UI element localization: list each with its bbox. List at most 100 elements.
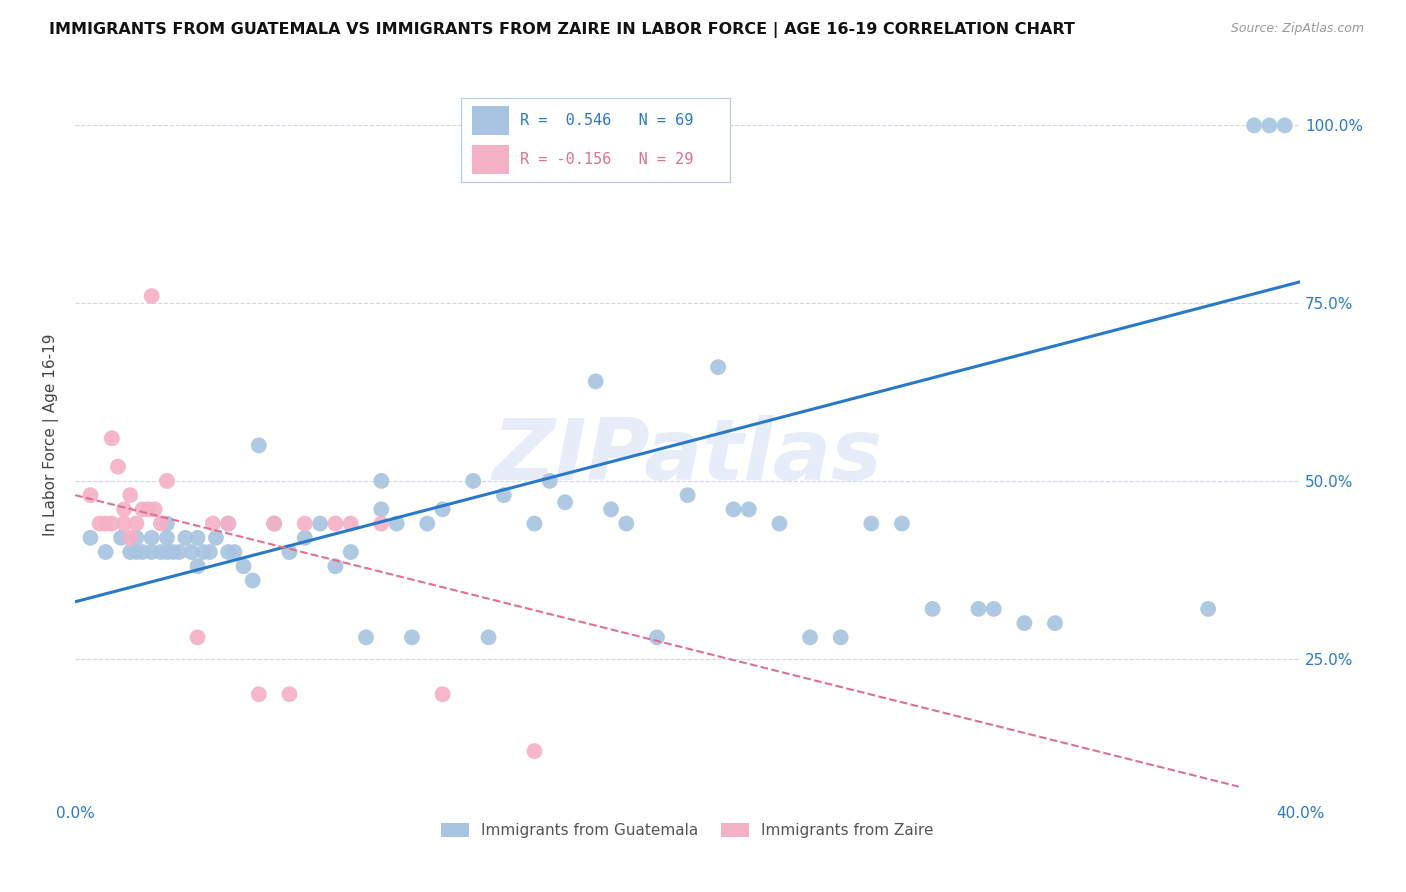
- Point: [193, 545, 215, 559]
- Point: [492, 488, 515, 502]
- Point: [198, 545, 221, 559]
- Point: [174, 531, 197, 545]
- Point: [294, 516, 316, 531]
- Point: [131, 545, 153, 559]
- Point: [156, 531, 179, 545]
- Point: [370, 516, 392, 531]
- Point: [1197, 602, 1219, 616]
- Point: [370, 502, 392, 516]
- Point: [141, 531, 163, 545]
- Point: [645, 631, 668, 645]
- Point: [156, 545, 179, 559]
- Point: [242, 574, 264, 588]
- Point: [120, 531, 142, 545]
- Point: [538, 474, 561, 488]
- Point: [432, 502, 454, 516]
- Point: [149, 516, 172, 531]
- Point: [354, 631, 377, 645]
- Point: [477, 631, 499, 645]
- Point: [120, 488, 142, 502]
- Point: [125, 516, 148, 531]
- Point: [187, 559, 209, 574]
- Point: [278, 545, 301, 559]
- Point: [156, 516, 179, 531]
- Point: [112, 516, 135, 531]
- Point: [614, 516, 637, 531]
- Point: [79, 531, 101, 545]
- Point: [217, 545, 239, 559]
- Point: [1014, 616, 1036, 631]
- Point: [263, 516, 285, 531]
- Point: [156, 474, 179, 488]
- Point: [768, 516, 790, 531]
- Point: [187, 631, 209, 645]
- Point: [79, 488, 101, 502]
- Point: [149, 545, 172, 559]
- Point: [247, 438, 270, 452]
- Point: [416, 516, 439, 531]
- Point: [339, 545, 361, 559]
- Point: [217, 516, 239, 531]
- Point: [167, 545, 190, 559]
- Point: [94, 516, 117, 531]
- Point: [217, 516, 239, 531]
- Point: [309, 516, 332, 531]
- Text: Source: ZipAtlas.com: Source: ZipAtlas.com: [1230, 22, 1364, 36]
- Point: [101, 516, 124, 531]
- Point: [101, 431, 124, 445]
- Point: [707, 360, 730, 375]
- Point: [125, 531, 148, 545]
- Point: [180, 545, 202, 559]
- Point: [967, 602, 990, 616]
- Point: [141, 545, 163, 559]
- Point: [187, 531, 209, 545]
- Point: [339, 516, 361, 531]
- Point: [554, 495, 576, 509]
- Text: ZIPatlas: ZIPatlas: [492, 415, 883, 498]
- Point: [162, 545, 184, 559]
- Point: [110, 531, 132, 545]
- Point: [523, 516, 546, 531]
- Point: [125, 545, 148, 559]
- Point: [325, 516, 347, 531]
- Point: [370, 474, 392, 488]
- Point: [1043, 616, 1066, 631]
- Point: [278, 687, 301, 701]
- Point: [585, 375, 607, 389]
- Point: [799, 631, 821, 645]
- Point: [921, 602, 943, 616]
- Point: [890, 516, 912, 531]
- Point: [131, 502, 153, 516]
- Legend: Immigrants from Guatemala, Immigrants from Zaire: Immigrants from Guatemala, Immigrants fr…: [436, 817, 939, 845]
- Point: [263, 516, 285, 531]
- Point: [830, 631, 852, 645]
- Point: [205, 531, 228, 545]
- Point: [89, 516, 111, 531]
- Point: [143, 502, 166, 516]
- Point: [112, 502, 135, 516]
- Point: [224, 545, 246, 559]
- Point: [738, 502, 761, 516]
- Point: [385, 516, 408, 531]
- Point: [860, 516, 883, 531]
- Point: [983, 602, 1005, 616]
- Point: [325, 559, 347, 574]
- Point: [600, 502, 623, 516]
- Point: [247, 687, 270, 701]
- Point: [432, 687, 454, 701]
- Point: [1258, 119, 1281, 133]
- Point: [523, 744, 546, 758]
- Text: IMMIGRANTS FROM GUATEMALA VS IMMIGRANTS FROM ZAIRE IN LABOR FORCE | AGE 16-19 CO: IMMIGRANTS FROM GUATEMALA VS IMMIGRANTS …: [49, 22, 1076, 38]
- Y-axis label: In Labor Force | Age 16-19: In Labor Force | Age 16-19: [44, 334, 59, 536]
- Point: [107, 459, 129, 474]
- Point: [94, 545, 117, 559]
- Point: [201, 516, 224, 531]
- Point: [141, 289, 163, 303]
- Point: [401, 631, 423, 645]
- Point: [676, 488, 699, 502]
- Point: [120, 545, 142, 559]
- Point: [723, 502, 745, 516]
- Point: [232, 559, 254, 574]
- Point: [1243, 119, 1265, 133]
- Point: [138, 502, 160, 516]
